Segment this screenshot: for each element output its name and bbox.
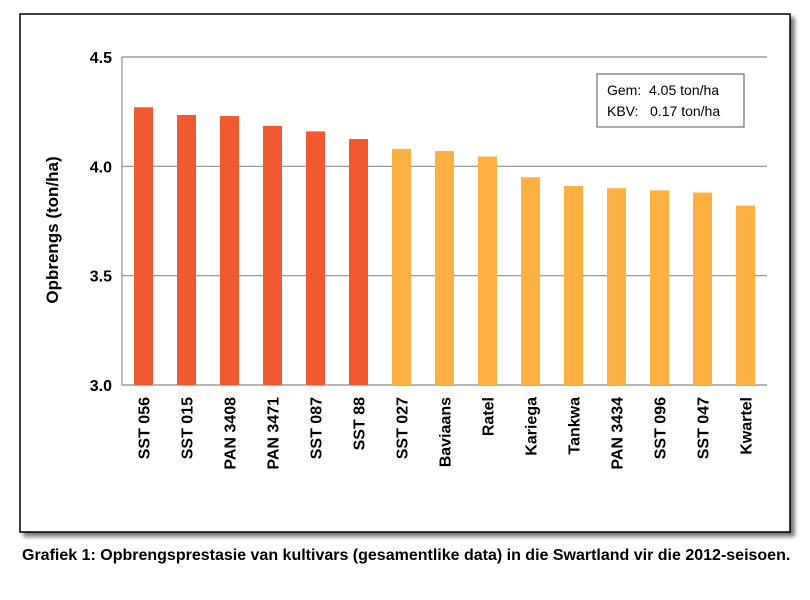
bar xyxy=(435,151,454,385)
bar xyxy=(607,188,626,385)
bar xyxy=(392,148,411,385)
bars xyxy=(134,107,755,386)
x-tick-label: SST 096 xyxy=(653,397,670,459)
y-axis-label: Opbrengs (ton/ha) xyxy=(43,156,62,303)
bar xyxy=(693,192,712,385)
x-tick-label: PAN 3434 xyxy=(610,397,627,470)
y-tick-label: 4.5 xyxy=(90,50,112,67)
stats-box: Gem: 4.05 ton/ha KBV: 0.17 ton/ha xyxy=(596,73,745,128)
x-tick-label: Baviaans xyxy=(438,397,455,467)
x-tick-label: SST 88 xyxy=(352,397,369,450)
y-tick-label: 3.5 xyxy=(90,269,112,286)
bar xyxy=(220,116,239,385)
bar xyxy=(478,156,497,385)
x-tick-label: Tankwa xyxy=(567,397,584,455)
x-tick-label: SST 056 xyxy=(137,397,154,459)
x-tick-label: SST 027 xyxy=(395,397,412,459)
x-tick-label: Kwartel xyxy=(739,397,756,455)
bar xyxy=(650,190,669,385)
x-tick-label: PAN 3471 xyxy=(266,397,283,470)
y-tick-label: 4.0 xyxy=(90,159,112,176)
stats-cv: KBV: 0.17 ton/ha xyxy=(607,103,720,119)
bar xyxy=(521,177,540,385)
bar xyxy=(349,139,368,385)
bar xyxy=(736,205,755,385)
bar xyxy=(134,107,153,385)
stats-mean: Gem: 4.05 ton/ha xyxy=(607,82,719,98)
y-tick-label: 3.0 xyxy=(90,378,112,395)
bar xyxy=(306,131,325,385)
x-tick-label: SST 087 xyxy=(309,397,326,459)
x-tick-label: PAN 3408 xyxy=(223,397,240,470)
x-tick-label: SST 015 xyxy=(180,397,197,459)
bar xyxy=(564,186,583,385)
x-tick-label: Ratel xyxy=(481,397,498,436)
bar xyxy=(177,114,196,386)
x-tick-label: SST 047 xyxy=(696,397,713,459)
x-tick-label: Kariega xyxy=(524,397,541,456)
x-tick-labels: SST 056 SST 015 PAN 3408 PAN 3471 SST 087 SST… xyxy=(137,397,756,470)
bar xyxy=(263,125,282,385)
y-tick-labels: 3.0 3.5 4.0 4.5 xyxy=(90,50,112,395)
figure-caption: Grafiek 1: Opbrengsprestasie van kultiva… xyxy=(22,547,791,564)
